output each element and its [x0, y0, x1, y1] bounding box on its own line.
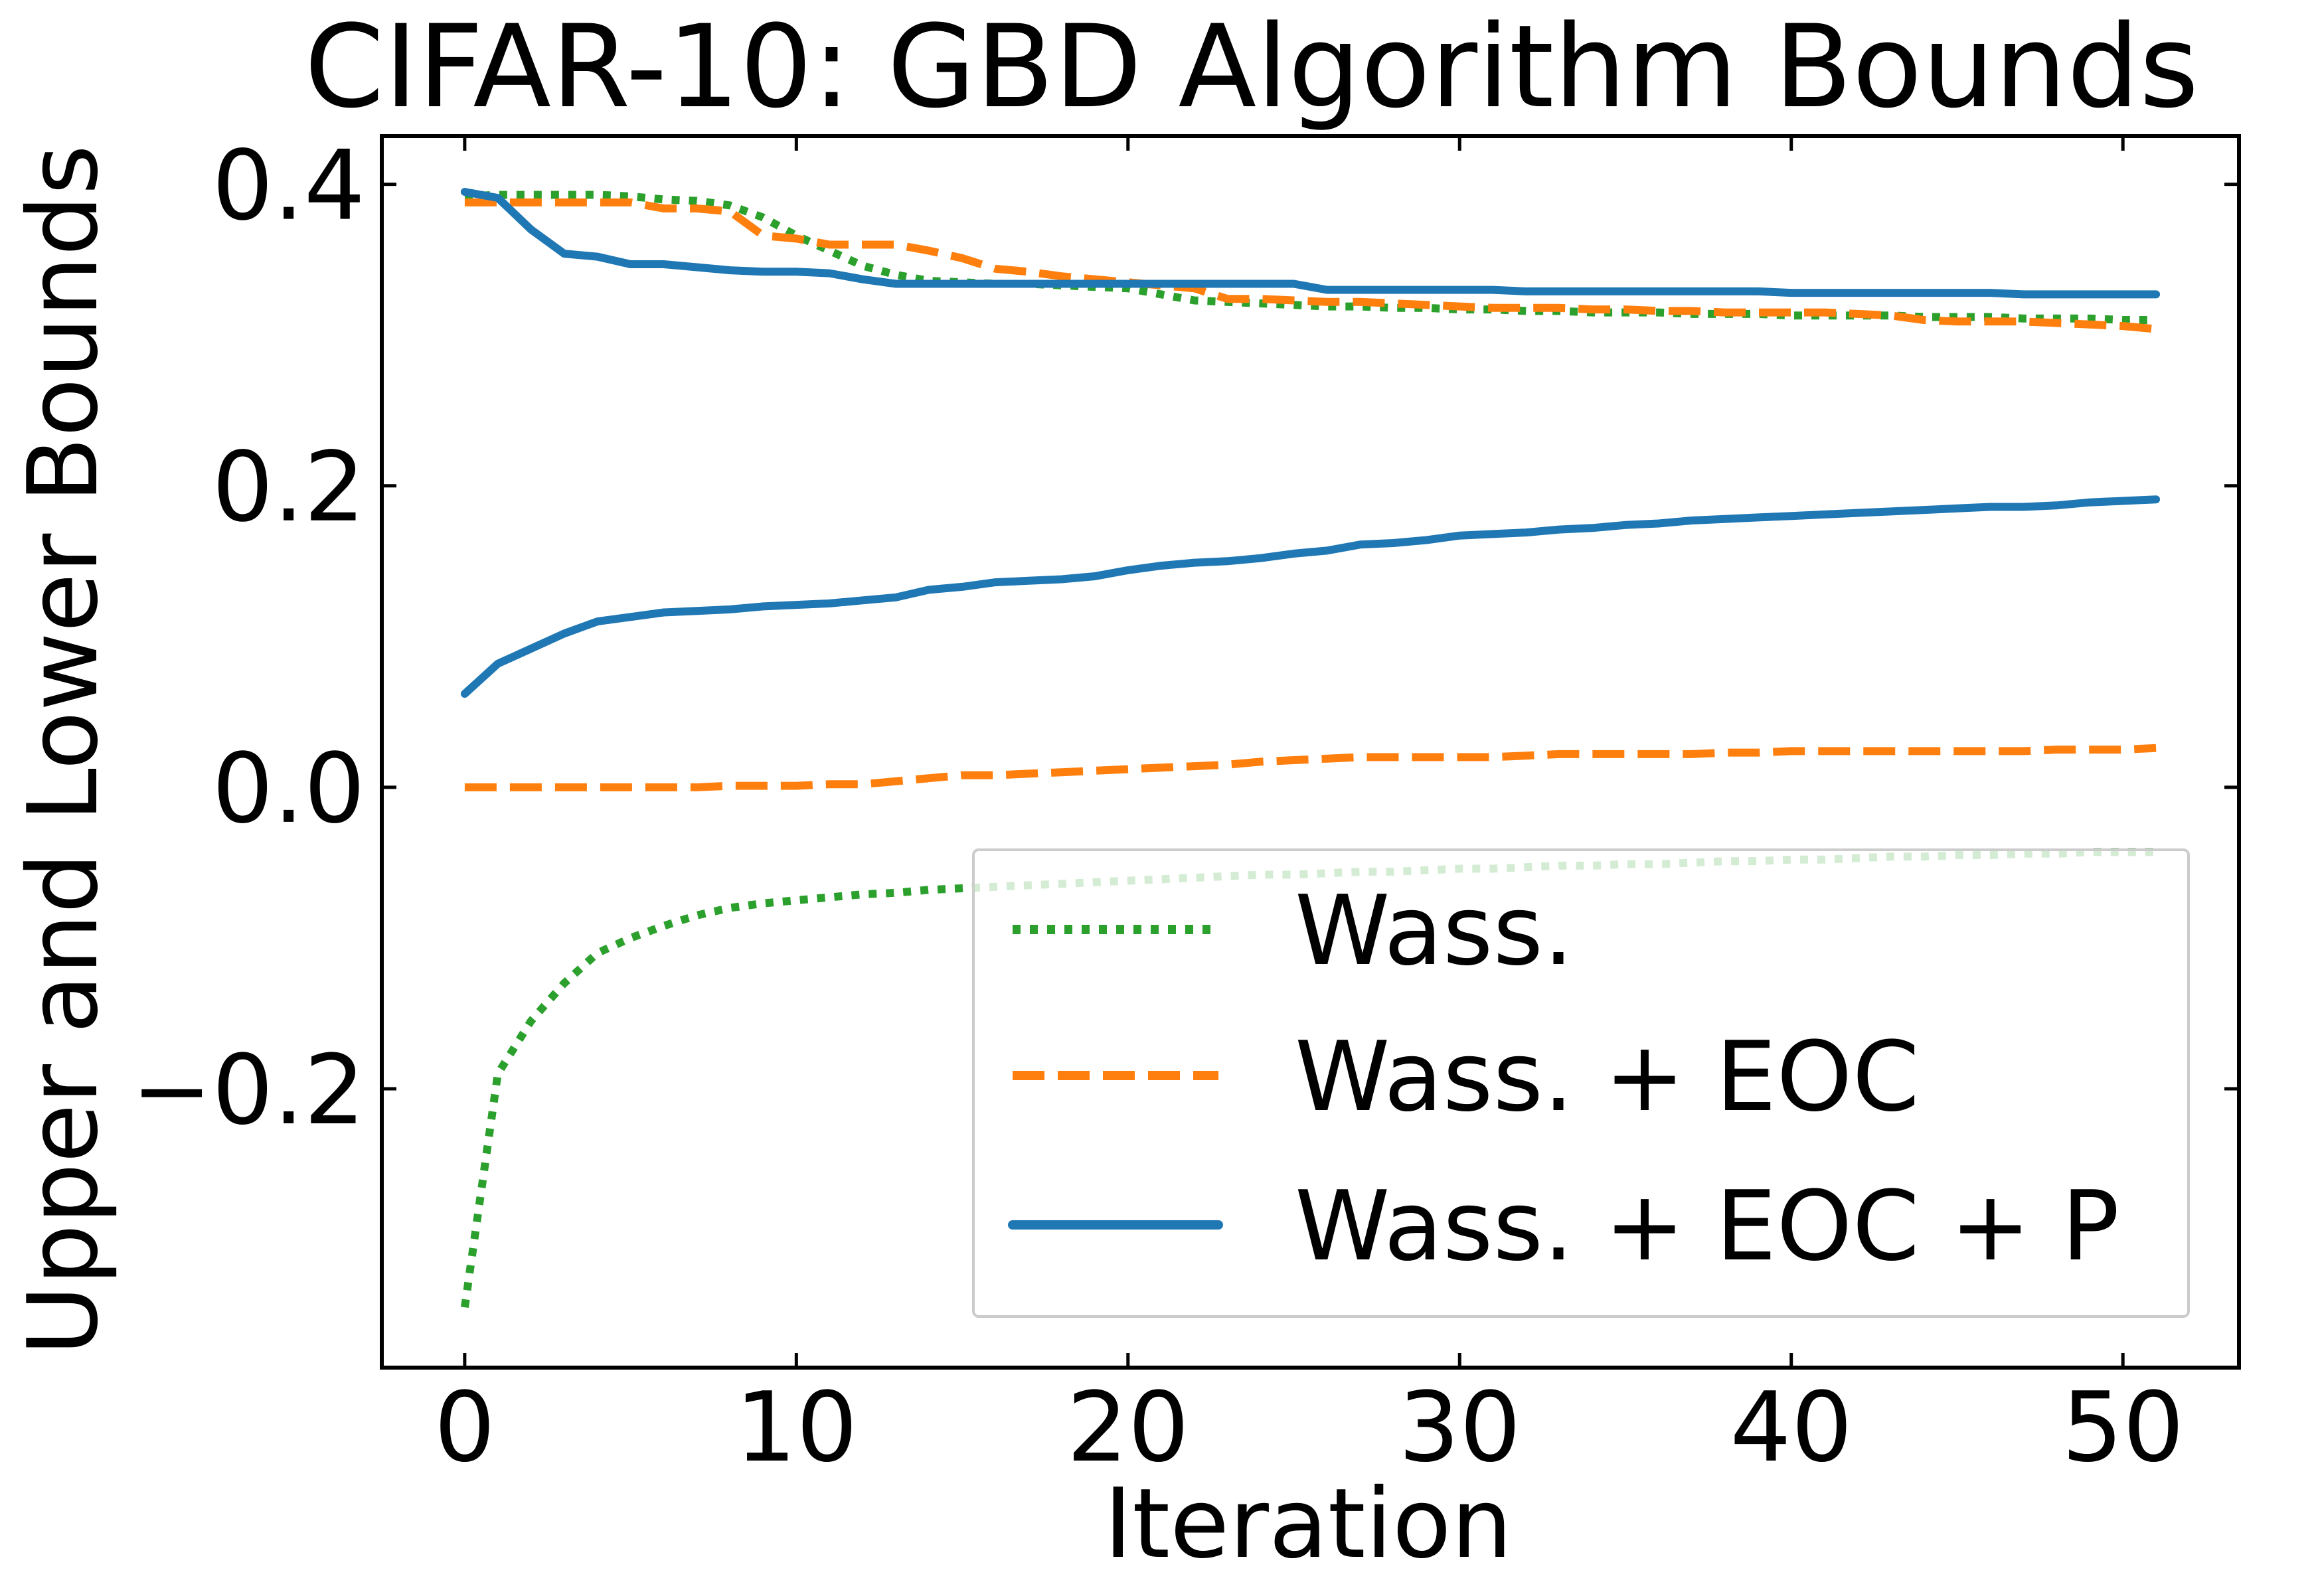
x-tick-label: 50 — [2062, 1372, 2185, 1484]
y-tick-label: −0.2 — [131, 1034, 365, 1147]
y-tick-label: 0.0 — [212, 733, 365, 845]
x-tick-label: 40 — [1730, 1372, 1853, 1484]
series-1-upper-line — [464, 191, 2157, 324]
axis-ticks — [382, 136, 2239, 1368]
series-3-upper-line — [460, 188, 2161, 299]
chart-title: CIFAR-10: GBD Algorithm Bounds — [304, 0, 2198, 133]
series-2-upper-line — [464, 198, 2157, 333]
x-axis-label: Iteration — [1104, 1468, 1512, 1580]
x-tick-label: 0 — [434, 1372, 495, 1484]
legend: Wass. Wass. + EOC Wass. + EOC + P — [972, 848, 2190, 1318]
y-tick-label: 0.2 — [212, 432, 365, 544]
x-tick-label: 30 — [1398, 1372, 1521, 1484]
series-3-lower-line — [460, 495, 2161, 698]
legend-label-2: Wass. + EOC — [1295, 1021, 1920, 1133]
x-tick-labels: 0 10 20 30 40 50 — [434, 1372, 2185, 1484]
axes-frame — [380, 134, 2241, 1370]
legend-box — [972, 848, 2190, 1318]
legend-label-1: Wass. — [1295, 875, 1574, 987]
legend-label-3: Wass. + EOC + P — [1295, 1170, 2119, 1283]
series-2-lower-line — [464, 744, 2157, 791]
x-tick-label: 20 — [1067, 1372, 1190, 1484]
y-axis-label: Upper and Lower Bounds — [7, 145, 120, 1356]
y-tick-labels: −0.2 0.0 0.2 0.4 — [131, 130, 365, 1147]
legend-entries: Wass. Wass. + EOC Wass. + EOC + P — [1008, 875, 2119, 1283]
y-tick-label: 0.4 — [212, 130, 365, 242]
x-tick-label: 10 — [735, 1372, 858, 1484]
